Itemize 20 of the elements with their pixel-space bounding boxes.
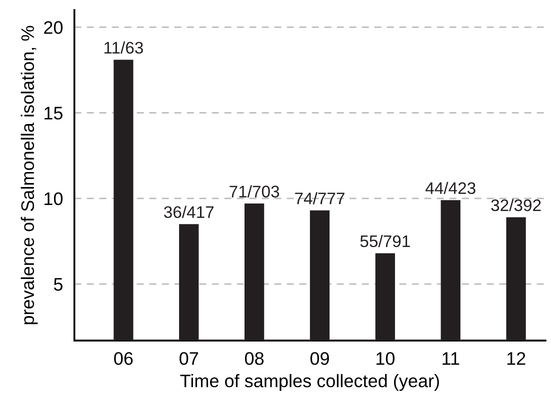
data-label: 74/777 xyxy=(295,192,344,204)
data-label: 55/791 xyxy=(360,234,410,248)
y-tick-label: 15 xyxy=(44,106,63,120)
data-label: 71/703 xyxy=(230,185,280,198)
x-tick-label: 07 xyxy=(180,352,198,365)
data-label: 36/417 xyxy=(164,206,214,218)
y-tick-label: 20 xyxy=(44,21,63,34)
x-tick-label: 10 xyxy=(376,352,395,365)
data-label: 32/392 xyxy=(491,198,541,212)
y-axis-title: prevalence of Salmonella isolation, % xyxy=(20,26,38,324)
x-tick-label: 12 xyxy=(507,352,526,365)
x-tick-label: 09 xyxy=(310,352,329,365)
y-tick-label: 10 xyxy=(44,192,63,206)
x-axis-title: Time of samples collected (year) xyxy=(180,374,439,391)
x-tick-label: 06 xyxy=(114,352,133,365)
x-tick-label: 08 xyxy=(244,352,264,365)
data-label: 44/423 xyxy=(426,182,476,194)
x-tick-label: 11 xyxy=(442,352,460,365)
y-tick-label: 5 xyxy=(54,278,63,291)
data-label: 11/63 xyxy=(104,41,143,54)
